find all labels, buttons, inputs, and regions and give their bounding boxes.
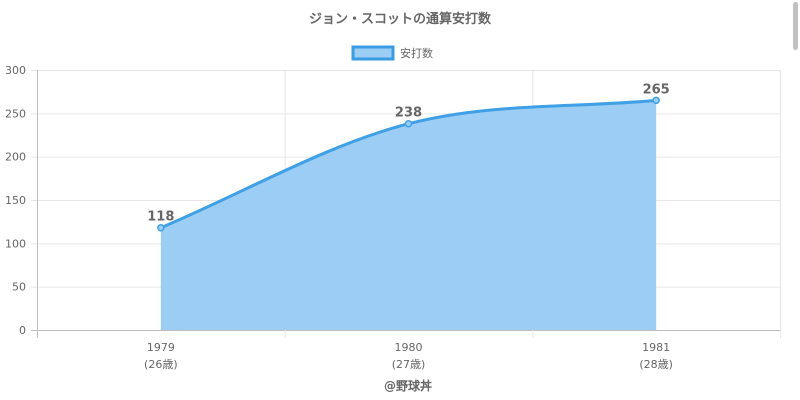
x-tick-sublabel: (26歳) — [144, 358, 178, 371]
data-point — [404, 119, 413, 128]
y-tick-label: 150 — [5, 194, 26, 207]
data-label: 118 — [147, 210, 174, 225]
legend-label: 安打数 — [400, 46, 433, 60]
y-tick-label: 100 — [5, 237, 26, 250]
footer-credit: @野球丼 — [384, 378, 432, 393]
y-tick-label: 50 — [12, 281, 26, 294]
y-tick-label: 250 — [5, 107, 26, 120]
data-label: 238 — [395, 106, 422, 121]
y-tick-label: 0 — [19, 324, 26, 337]
plot-area — [157, 96, 660, 330]
scrollbar[interactable] — [792, 0, 800, 52]
series-area — [160, 100, 657, 330]
x-tick-sublabel: (27歳) — [392, 358, 426, 371]
data-point — [157, 223, 165, 232]
y-tick-label: 300 — [5, 64, 26, 77]
x-tick-label: 1981 — [642, 341, 670, 354]
scrollbar-thumb[interactable] — [793, 2, 798, 50]
data-labels: 118 238 265 — [147, 82, 669, 224]
x-axis: 1979 (26歳) 1980 (27歳) 1981 (28歳) — [144, 341, 673, 371]
y-tick-label: 200 — [5, 151, 26, 164]
legend-swatch — [351, 45, 395, 61]
y-axis: 0 50 100 150 200 250 300 — [5, 64, 26, 337]
data-point — [652, 96, 660, 105]
x-tick-label: 1979 — [147, 341, 175, 354]
data-label: 265 — [643, 82, 670, 97]
chart-title: ジョン・スコットの通算安打数 — [309, 11, 492, 27]
x-tick-sublabel: (28歳) — [639, 358, 673, 371]
legend[interactable]: 安打数 — [351, 45, 433, 61]
x-tick-label: 1980 — [395, 341, 423, 354]
